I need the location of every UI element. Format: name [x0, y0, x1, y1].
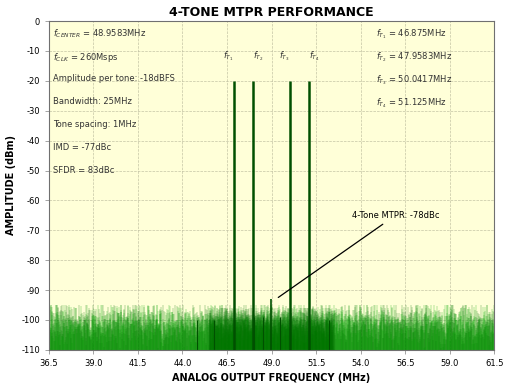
Text: $f_{T_2}$: $f_{T_2}$	[253, 49, 264, 63]
Text: Amplitude per tone: -18dBFS: Amplitude per tone: -18dBFS	[53, 74, 175, 83]
Text: $f_{T_4}$ = 51.125MHz: $f_{T_4}$ = 51.125MHz	[376, 97, 447, 110]
Text: 4-Tone MTPR: -78dBc: 4-Tone MTPR: -78dBc	[278, 211, 439, 298]
Text: $f_{T_3}$: $f_{T_3}$	[279, 49, 290, 63]
Text: $f_{T_1}$ = 46.875MHz: $f_{T_1}$ = 46.875MHz	[376, 28, 447, 41]
Text: $f_{T_2}$ = 47.9583MHz: $f_{T_2}$ = 47.9583MHz	[376, 51, 453, 64]
Text: $f_{T_3}$ = 50.0417MHz: $f_{T_3}$ = 50.0417MHz	[376, 74, 453, 87]
Y-axis label: AMPLITUDE (dBm): AMPLITUDE (dBm)	[6, 135, 16, 235]
X-axis label: ANALOG OUTPUT FREQUENCY (MHz): ANALOG OUTPUT FREQUENCY (MHz)	[173, 373, 371, 384]
Text: $f_{CLK}$ = 260Msps: $f_{CLK}$ = 260Msps	[53, 51, 119, 64]
Text: IMD = -77dBc: IMD = -77dBc	[53, 143, 111, 152]
Text: SFDR = 83dBc: SFDR = 83dBc	[53, 166, 115, 175]
Title: 4-TONE MTPR PERFORMANCE: 4-TONE MTPR PERFORMANCE	[169, 5, 374, 19]
Text: Tone spacing: 1MHz: Tone spacing: 1MHz	[53, 120, 136, 129]
Text: $f_{CENTER}$ = 48.9583MHz: $f_{CENTER}$ = 48.9583MHz	[53, 28, 147, 40]
Text: $f_{T_1}$: $f_{T_1}$	[223, 49, 234, 63]
Text: $f_{T_4}$: $f_{T_4}$	[309, 49, 320, 63]
Text: Bandwidth: 25MHz: Bandwidth: 25MHz	[53, 97, 132, 106]
